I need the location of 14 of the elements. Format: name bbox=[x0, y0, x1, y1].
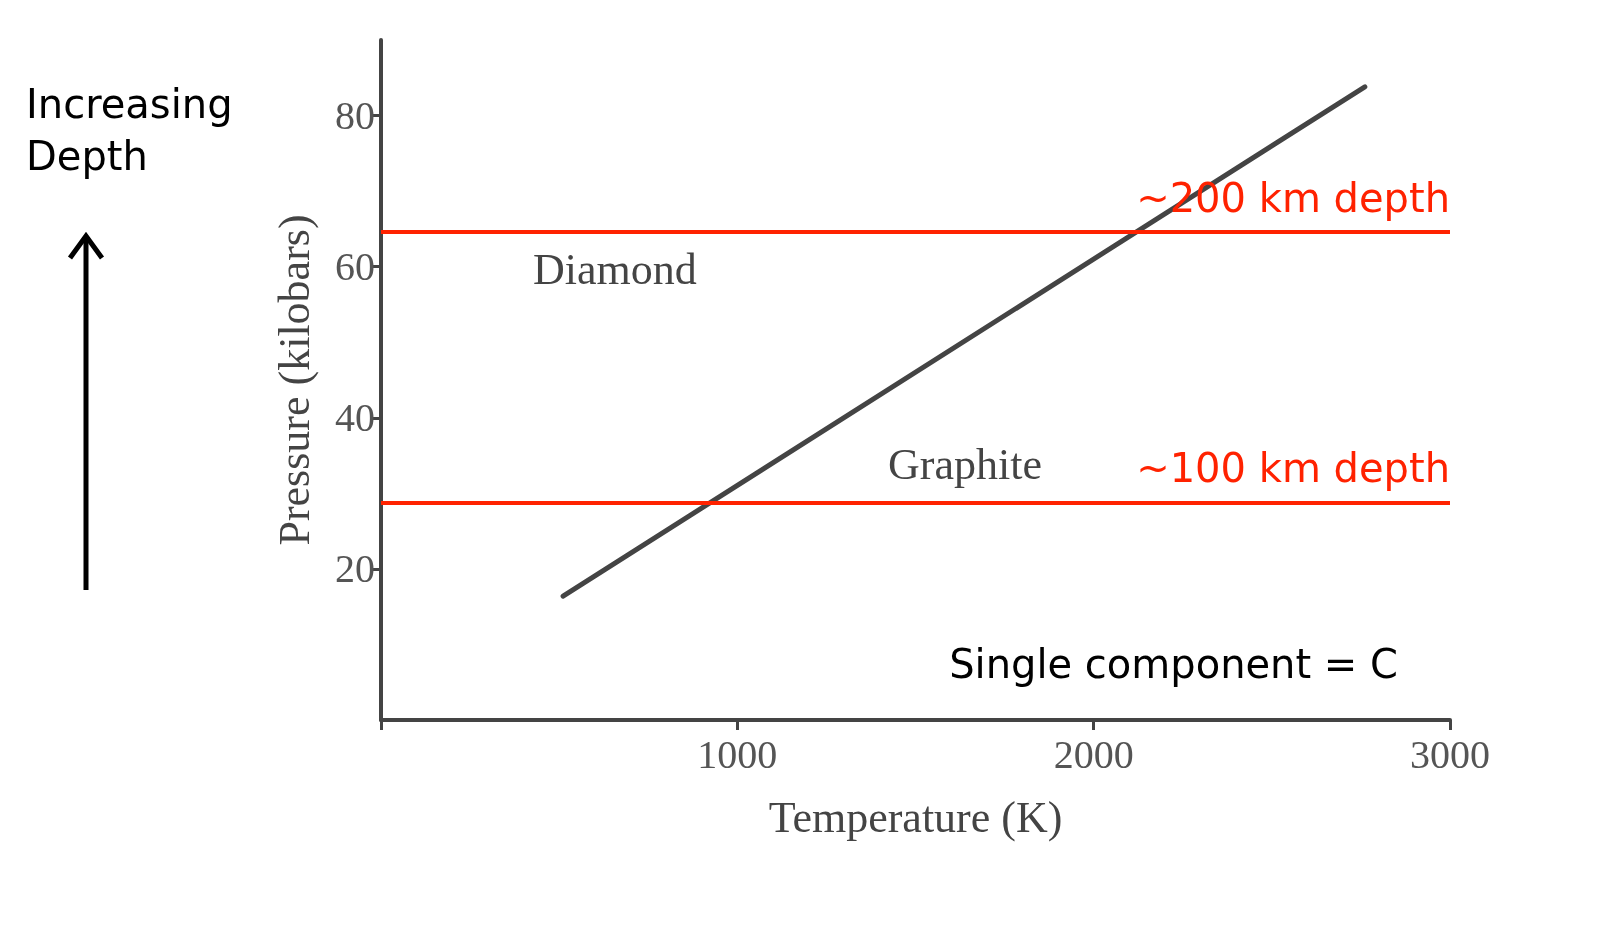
x-tick-label: 2000 bbox=[1053, 731, 1134, 777]
annotation: Single component = C bbox=[949, 641, 1399, 687]
x-tick-label: 1000 bbox=[697, 731, 778, 777]
y-tick-label: 40 bbox=[335, 395, 375, 441]
y-axis-title: Pressure (kilobars) bbox=[269, 214, 319, 546]
annotation: Graphite bbox=[888, 439, 1042, 489]
x-axis-title: Temperature (K) bbox=[768, 792, 1063, 842]
text: Increasing Depth bbox=[26, 81, 233, 179]
y-tick-label: 80 bbox=[335, 93, 375, 139]
y-tick-label: 20 bbox=[335, 546, 375, 592]
annotation: Diamond bbox=[533, 244, 697, 294]
ref-line-label: ~100 km depth bbox=[1136, 445, 1450, 492]
y-tick-label: 60 bbox=[335, 244, 375, 290]
x-tick-label: 3000 bbox=[1410, 731, 1490, 777]
